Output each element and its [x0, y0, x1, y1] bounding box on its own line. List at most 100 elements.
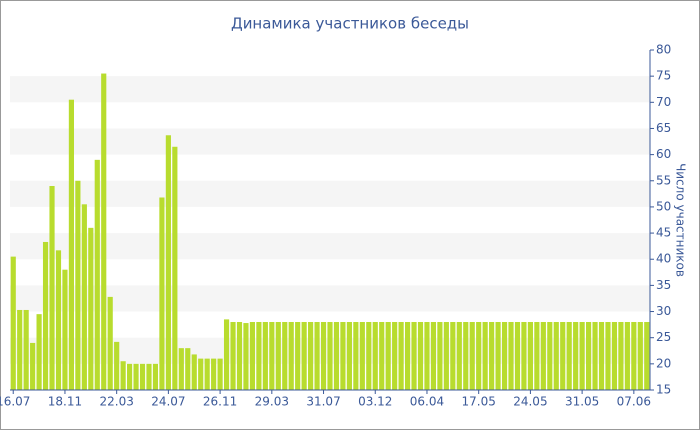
- bar: [178, 348, 184, 390]
- bar: [236, 322, 243, 390]
- bar: [314, 322, 320, 390]
- bar: [101, 73, 107, 391]
- bar: [198, 358, 204, 390]
- y-tick-label: 40: [656, 252, 671, 266]
- y-tick-label: 60: [656, 147, 671, 161]
- bar: [359, 322, 365, 390]
- bar: [450, 322, 456, 390]
- bar: [514, 322, 521, 390]
- bar: [476, 322, 482, 390]
- bar: [114, 341, 120, 390]
- bar: [301, 322, 307, 390]
- bar: [489, 322, 495, 390]
- bar: [547, 322, 553, 390]
- bar: [618, 322, 624, 390]
- bar: [282, 322, 288, 390]
- x-tick-label: 07.06: [617, 395, 651, 409]
- x-tick-label: 22.03: [99, 395, 133, 409]
- bar: [605, 322, 611, 390]
- bar: [521, 322, 527, 390]
- bar: [75, 180, 81, 390]
- bar: [94, 159, 100, 390]
- bar: [456, 322, 462, 390]
- bar: [88, 227, 94, 390]
- bar: [204, 358, 210, 390]
- bar: [586, 322, 592, 390]
- grid-band: [10, 233, 650, 260]
- bar: [624, 322, 630, 390]
- bar: [398, 322, 404, 390]
- bar: [211, 358, 217, 390]
- bar: [269, 322, 275, 390]
- y-tick-label: 25: [656, 330, 671, 344]
- bar: [579, 322, 585, 390]
- bar: [68, 99, 74, 390]
- bar: [230, 322, 236, 390]
- y-tick-label: 55: [656, 173, 671, 187]
- bar: [249, 322, 256, 390]
- bar: [637, 322, 643, 390]
- bar: [10, 256, 16, 390]
- bar: [366, 322, 372, 390]
- bar: [566, 322, 572, 390]
- bar: [463, 322, 469, 390]
- x-tick-label: 16.07: [0, 395, 30, 409]
- bar: [42, 241, 49, 390]
- bar: [127, 363, 133, 390]
- bar: [49, 186, 55, 390]
- bar: [379, 322, 385, 390]
- grid-band: [10, 76, 650, 103]
- bar: [333, 322, 340, 390]
- bar: [644, 322, 650, 390]
- bar: [139, 363, 146, 390]
- bar: [482, 322, 488, 390]
- bar: [191, 354, 197, 390]
- bar: [159, 197, 165, 390]
- bar: [256, 322, 262, 390]
- bar: [275, 322, 281, 390]
- y-tick-label: 50: [656, 199, 671, 213]
- bar: [353, 322, 359, 390]
- bar: [372, 322, 378, 390]
- bar: [392, 322, 398, 390]
- bar: [30, 342, 36, 390]
- bar: [23, 309, 29, 390]
- y-axis-label: Число участников: [674, 163, 688, 277]
- bar: [534, 322, 540, 390]
- bar: [62, 269, 68, 390]
- x-tick-label: 03.12: [358, 395, 392, 409]
- y-tick-label: 45: [656, 226, 671, 240]
- bar: [217, 358, 223, 390]
- bar: [631, 322, 637, 390]
- bar: [501, 322, 508, 390]
- bar: [443, 322, 449, 390]
- bar: [573, 322, 579, 390]
- grid-band: [10, 180, 650, 207]
- bar: [553, 322, 559, 390]
- x-tick-label: 29.03: [255, 395, 289, 409]
- x-tick-label: 31.07: [306, 395, 340, 409]
- bar: [385, 322, 391, 390]
- y-tick-label: 20: [656, 356, 671, 370]
- bar: [508, 322, 514, 390]
- x-tick-label: 31.05: [565, 395, 599, 409]
- bar: [185, 348, 191, 390]
- bar: [340, 322, 346, 390]
- bar: [560, 322, 566, 390]
- bar: [469, 322, 475, 390]
- bar: [320, 322, 327, 390]
- bar: [120, 361, 126, 390]
- bar: [592, 322, 598, 390]
- bar: [417, 322, 424, 390]
- bar: [146, 363, 152, 390]
- y-tick-label: 65: [656, 121, 671, 135]
- bar: [172, 146, 178, 390]
- bar: [495, 322, 501, 390]
- bar: [308, 322, 314, 390]
- bar: [540, 322, 546, 390]
- bar: [55, 250, 62, 390]
- bar: [152, 363, 159, 390]
- bar: [346, 322, 352, 390]
- x-tick-label: 26.11: [203, 395, 237, 409]
